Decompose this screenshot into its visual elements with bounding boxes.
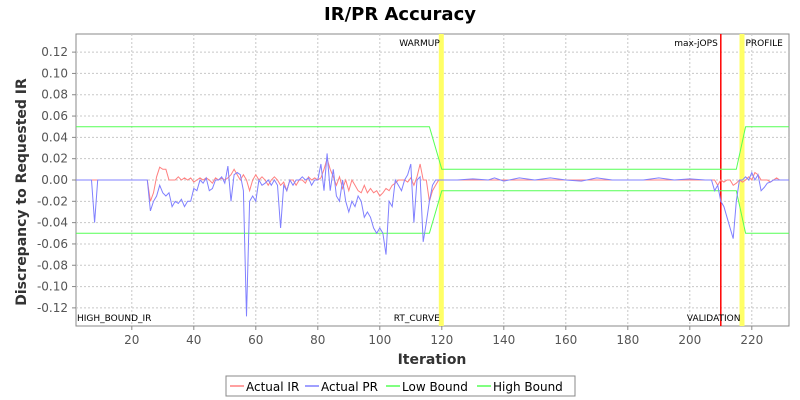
y-tick-label: -0.08: [37, 258, 68, 272]
y-tick-label: 0.10: [41, 66, 68, 80]
legend-item-actual-pr: Actual PR: [305, 380, 378, 394]
x-tick-label: 120: [430, 333, 453, 347]
marker-labels: WARMUP PROFILE RT_CURVE VALIDATION max-jOPS H…: [77, 39, 783, 324]
phase-marker-label: VALIDATION: [687, 314, 741, 324]
x-tick-label: 200: [678, 333, 701, 347]
phase-marker-label: WARMUP: [399, 39, 440, 49]
y-tick-label: -0.02: [37, 194, 68, 208]
series-line-actual-pr: [76, 153, 789, 317]
series-line-high-bound: [76, 126, 789, 170]
legend-item-low-bound: Low Bound: [386, 380, 468, 394]
y-tick-label: -0.06: [37, 237, 68, 251]
y-tick-label: 0.08: [41, 88, 68, 102]
series-line-low-bound: [76, 190, 789, 234]
x-tick-label: 100: [368, 333, 391, 347]
y-axis-label: Discrepancy to Requested IR: [14, 78, 30, 306]
legend-label: High Bound: [493, 380, 563, 394]
y-axis: 0.12 0.10 0.08 0.06 0.04 0.02 0.00 -0.02 -0.04 -0…: [37, 45, 76, 315]
phase-marker-label: PROFILE: [746, 39, 784, 49]
legend-box: [225, 375, 576, 397]
y-tick-label: -0.12: [37, 301, 68, 315]
legend-item-actual-ir: Actual IR: [230, 380, 299, 394]
x-tick-label: 80: [310, 333, 325, 347]
y-tick-label: 0.06: [41, 109, 68, 123]
y-tick-label: 0.02: [41, 152, 68, 166]
x-tick-label: 40: [186, 333, 201, 347]
y-tick-label: 0.04: [41, 130, 68, 144]
legend: Actual IR Actual PR Low Bound High Bound: [225, 375, 576, 397]
corner-label: HIGH_BOUND_IR: [77, 314, 151, 324]
x-axis-label: Iteration: [398, 352, 467, 368]
x-tick-label: 160: [554, 333, 577, 347]
phase-marker-label: RT_CURVE: [394, 314, 440, 324]
y-tick-label: -0.04: [37, 216, 68, 230]
x-tick-label: 220: [740, 333, 763, 347]
y-tick-label: 0.00: [41, 173, 68, 187]
x-tick-label: 180: [616, 333, 639, 347]
y-tick-label: -0.10: [37, 280, 68, 294]
x-axis: 20 40 60 80 100 120 140 160 180 200 220: [124, 326, 763, 347]
legend-item-high-bound: High Bound: [477, 380, 563, 394]
series-layer: [76, 126, 789, 317]
y-tick-label: 0.12: [41, 45, 68, 59]
legend-label: Actual PR: [321, 380, 378, 394]
x-tick-label: 20: [124, 333, 139, 347]
x-tick-label: 140: [492, 333, 515, 347]
chart-title: IR/PR Accuracy: [324, 4, 476, 25]
max-jops-label: max-jOPS: [674, 39, 718, 49]
legend-label: Actual IR: [246, 380, 299, 394]
legend-label: Low Bound: [402, 380, 468, 394]
x-tick-label: 60: [248, 333, 263, 347]
